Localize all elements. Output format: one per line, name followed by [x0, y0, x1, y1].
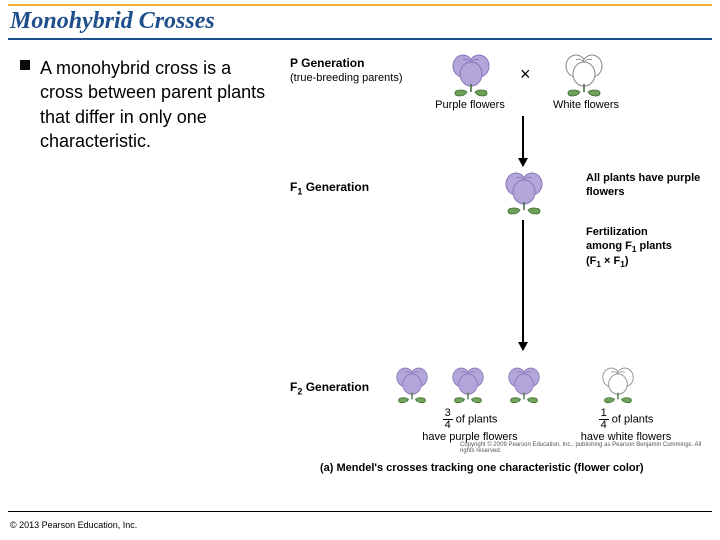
purple-flower-icon	[502, 365, 546, 405]
title-underline	[8, 38, 712, 40]
p-left-caption: Purple flowers	[430, 99, 510, 112]
slide: Monohybrid Crosses A monohybrid cross is…	[0, 0, 720, 540]
figure-caption: (a) Mendel's crosses tracking one charac…	[320, 462, 644, 474]
purple-flower-icon	[446, 365, 490, 405]
arrow-p-to-f1	[522, 116, 524, 166]
footer-rule	[8, 511, 712, 512]
f2-left-caption: 34 of plants have purple flowers	[410, 408, 530, 444]
bullet-text: A monohybrid cross is a cross between pa…	[40, 56, 270, 153]
f1-generation-label: F1 Generation	[290, 180, 369, 196]
slide-copyright: © 2013 Pearson Education, Inc.	[10, 520, 137, 530]
f1-right-caption: All plants have purple flowers	[586, 172, 706, 200]
slide-title: Monohybrid Crosses	[10, 8, 215, 35]
purple-flower-icon	[390, 365, 434, 405]
p-gen-sub: (true-breeding parents)	[290, 72, 403, 84]
cross-symbol: ×	[520, 64, 531, 85]
monohybrid-diagram: P Generation (true-breeding parents) × P…	[290, 50, 710, 495]
fertilization-note: Fertilization among F1 plants (F1 × F1)	[586, 226, 706, 271]
top-rule	[8, 4, 712, 6]
diagram-tiny-copyright: Copyright © 2009 Pearson Education, Inc.…	[460, 442, 710, 454]
purple-flower-icon	[445, 52, 497, 98]
p-gen-text: P Generation	[290, 56, 364, 70]
arrow-f1-to-f2	[522, 220, 524, 350]
p-right-caption: White flowers	[546, 99, 626, 112]
bullet-marker-icon	[20, 60, 30, 70]
bullet-block: A monohybrid cross is a cross between pa…	[40, 56, 270, 153]
p-generation-label: P Generation (true-breeding parents)	[290, 56, 403, 84]
purple-flower-icon	[498, 170, 550, 216]
f2-right-caption: 14 of plants have white flowers	[566, 408, 686, 444]
white-flower-icon	[596, 365, 640, 405]
white-flower-icon	[558, 52, 610, 98]
f2-generation-label: F2 Generation	[290, 380, 369, 396]
